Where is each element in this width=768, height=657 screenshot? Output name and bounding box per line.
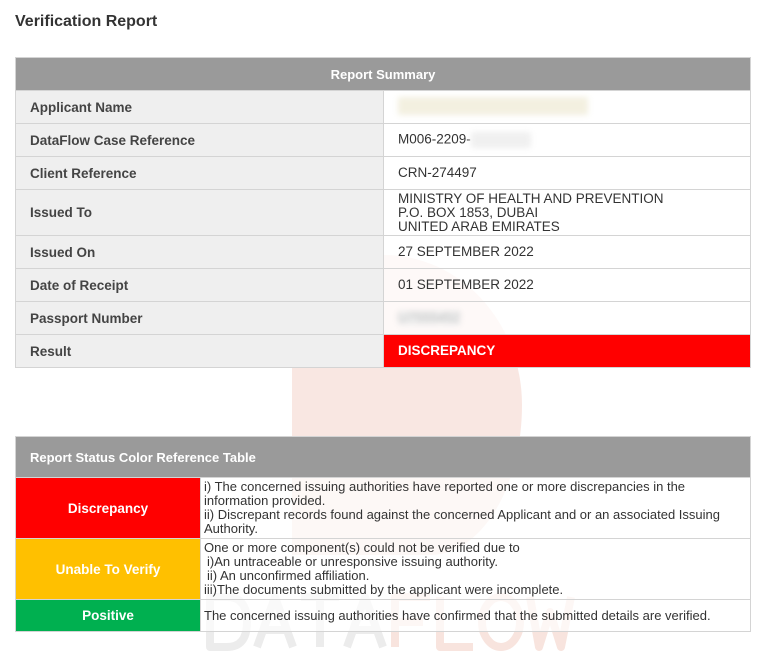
client-reference-value: CRN-274497 (383, 156, 751, 190)
status-discrepancy: Discrepancy (15, 477, 201, 539)
passport-number-label: Passport Number (15, 301, 384, 335)
issued-to-label: Issued To (15, 189, 384, 236)
status-color-reference-table: Report Status Color Reference Table Disc… (15, 436, 751, 632)
applicant-name-value (383, 90, 751, 124)
reference-table-header: Report Status Color Reference Table (15, 436, 751, 478)
result-label: Result (15, 334, 384, 368)
passport-number-value: U7555452 (383, 301, 751, 335)
issued-on-value: 27 SEPTEMBER 2022 (383, 235, 751, 269)
result-value: DISCREPANCY (383, 334, 751, 368)
date-of-receipt-label: Date of Receipt (15, 268, 384, 302)
issued-on-label: Issued On (15, 235, 384, 269)
report-summary-table: Report Summary Applicant Name DataFlow C… (15, 57, 751, 368)
status-unable-to-verify-description: One or more component(s) could not be ve… (200, 538, 751, 600)
status-positive: Positive (15, 599, 201, 632)
issued-to-value: MINISTRY OF HEALTH AND PREVENTION P.O. BO… (383, 189, 751, 236)
page-title: Verification Report (15, 13, 158, 30)
report-summary-header: Report Summary (15, 57, 751, 91)
date-of-receipt-value: 01 SEPTEMBER 2022 (383, 268, 751, 302)
status-unable-to-verify: Unable To Verify (15, 538, 201, 600)
applicant-name-label: Applicant Name (15, 90, 384, 124)
case-reference-value: M006-2209- (383, 123, 751, 157)
client-reference-label: Client Reference (15, 156, 384, 190)
status-discrepancy-description: i) The concerned issuing authorities hav… (200, 477, 751, 539)
status-positive-description: The concerned issuing authorities have c… (200, 599, 751, 632)
case-reference-label: DataFlow Case Reference (15, 123, 384, 157)
